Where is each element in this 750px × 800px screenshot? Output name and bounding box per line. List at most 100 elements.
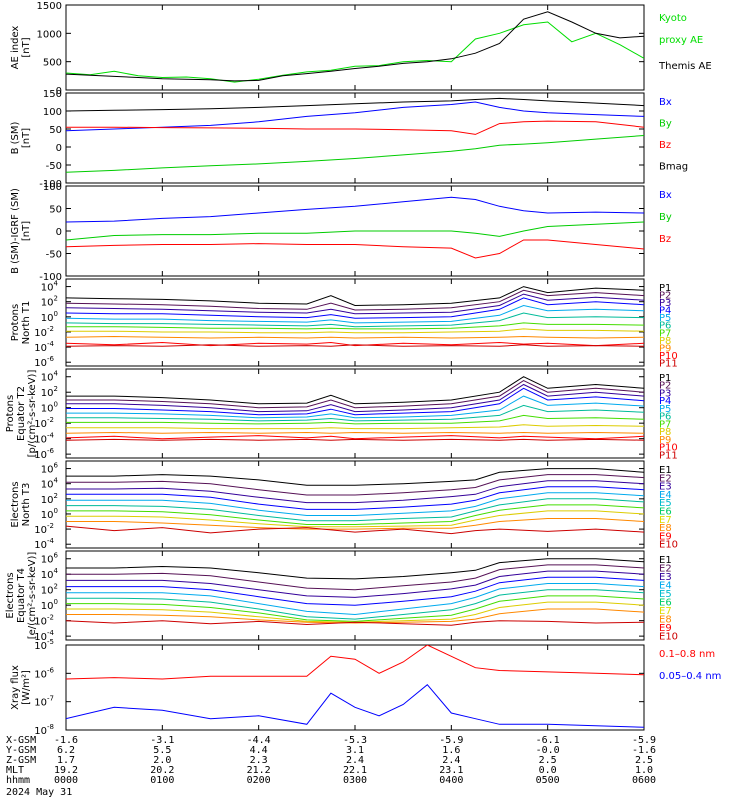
y-axis-label: [nT] [21, 128, 32, 148]
legend-entry: E8 [659, 615, 672, 626]
y-axis-label: Electrons [5, 572, 16, 618]
y-tick-label: 10-2 [34, 325, 54, 339]
footer-value: 0100 [150, 775, 174, 786]
y-tick-label: -50 [46, 161, 62, 172]
series-line-p3 [66, 293, 644, 315]
series-line-bz [66, 239, 644, 259]
footer-value: 0600 [632, 775, 656, 786]
footer-value: 5.5 [153, 745, 171, 756]
legend-entry: E6 [659, 598, 672, 609]
legend-entry: P2 [659, 381, 671, 392]
legend-entry: E1 [659, 555, 672, 566]
legend-entry: P3 [659, 298, 671, 309]
y-tick-label: 10-4 [34, 537, 54, 551]
footer-row-label: Y-GSM [6, 745, 36, 756]
series-line-e1 [66, 558, 644, 580]
footer-value: 2.5 [539, 755, 557, 766]
series-line-p4 [66, 297, 644, 319]
series-line-e5 [66, 583, 644, 616]
footer-value: 1.7 [57, 755, 75, 766]
series-line-p11 [66, 438, 644, 441]
series-line-kyoto-proxy-ae [66, 21, 644, 83]
series-line-p9 [66, 431, 644, 434]
y-tick-label: 106 [41, 462, 59, 476]
y-tick-label: 10-2 [34, 416, 54, 430]
series-line-bx [66, 101, 644, 132]
legend-entry: P3 [659, 388, 671, 399]
series-line-p1 [66, 376, 644, 405]
y-tick-label: 10-2 [34, 522, 54, 536]
legend-entry: Bx [659, 190, 672, 201]
y-tick-label: -100 [39, 272, 62, 283]
y-tick-label: 10-5 [34, 638, 54, 652]
series-line-e4 [66, 576, 644, 606]
legend-entry: P9 [659, 435, 671, 446]
y-axis-label: North T1 [21, 301, 32, 345]
legend-entry: E7 [659, 515, 672, 526]
series-line-p1 [66, 286, 644, 307]
footer-value: 2.0 [153, 755, 171, 766]
footer-value: 2.4 [346, 755, 364, 766]
legend-entry: P11 [659, 358, 678, 369]
legend-entry: P2 [659, 291, 671, 302]
legend-entry: E4 [659, 490, 672, 501]
footer-value: 20.2 [150, 765, 174, 776]
legend-entry: By [659, 212, 672, 223]
footer-value: 0500 [536, 775, 560, 786]
y-tick-label: 500 [43, 58, 62, 69]
legend-entry: P10 [659, 351, 678, 362]
legend-entry: E2 [659, 564, 672, 575]
footer-row-label: MLT [6, 765, 24, 776]
footer-value: 1.0 [635, 765, 653, 776]
footer-value: 23.1 [439, 765, 463, 776]
panel-bigrf: -100 -50 0 50 100 B (SM)-IGRF (SM) [nT] Bx By Bz [10, 182, 672, 283]
panel-bsm: -100 -50 0 50 100 150 B (SM) [nT] Bx By Bz Bmag [10, 89, 688, 190]
series-line-p9 [66, 335, 644, 339]
panel-frame [65, 644, 645, 731]
footer-value: 0.0 [539, 765, 557, 776]
y-tick-label: 102 [41, 583, 58, 597]
footer-value: 4.4 [250, 745, 268, 756]
legend-entry: Kyoto [659, 13, 687, 24]
series-line-e7 [66, 595, 644, 622]
series-line-e8 [66, 510, 644, 528]
y-tick-label: 100 [41, 401, 58, 415]
y-axis-label: Protons [5, 395, 16, 432]
legend-entry: E5 [659, 589, 672, 600]
series-line-bmag [66, 97, 644, 112]
series-line-0-05-0-4-nm [66, 684, 644, 728]
series-line-e4 [66, 486, 644, 510]
series-line-p7 [66, 322, 644, 330]
legend-entry: E5 [659, 498, 672, 509]
series-line-by [66, 221, 644, 241]
y-tick-label: 100 [43, 182, 62, 193]
legend-entry: E2 [659, 473, 672, 484]
footer-value: -0.0 [536, 745, 560, 756]
footer-value: 1.6 [442, 745, 460, 756]
footer-date: 2024 May 31 [6, 787, 72, 798]
legend-entry: E8 [659, 523, 672, 534]
y-axis-label: [p/(cm²-s-sr-keV)] [27, 370, 38, 458]
series-line-e6 [66, 589, 644, 620]
y-tick-label: 10-6 [34, 355, 54, 369]
footer-value: -1.6 [632, 745, 656, 756]
legend-entry: P7 [659, 419, 671, 430]
panel-xray: 10-5 10-6 10-7 10-8 Xray flux [W/m²] 0.1–0.8 n… [10, 638, 721, 737]
legend-entry: P11 [659, 450, 678, 461]
y-axis-label: Electrons [10, 481, 21, 527]
legend-entry: Bmag [659, 162, 688, 173]
legend-entry: P1 [659, 373, 671, 384]
legend-entry: E9 [659, 623, 672, 634]
y-tick-label: 150 [43, 89, 62, 100]
series-line-e10 [66, 525, 644, 535]
legend-entry: Bx [659, 97, 672, 108]
footer-value: -5.9 [439, 735, 463, 746]
y-axis-label: B (SM)-IGRF (SM) [10, 188, 21, 274]
y-tick-label: 104 [41, 280, 59, 294]
panel-frame [65, 92, 645, 184]
series-line-e2 [66, 474, 644, 496]
